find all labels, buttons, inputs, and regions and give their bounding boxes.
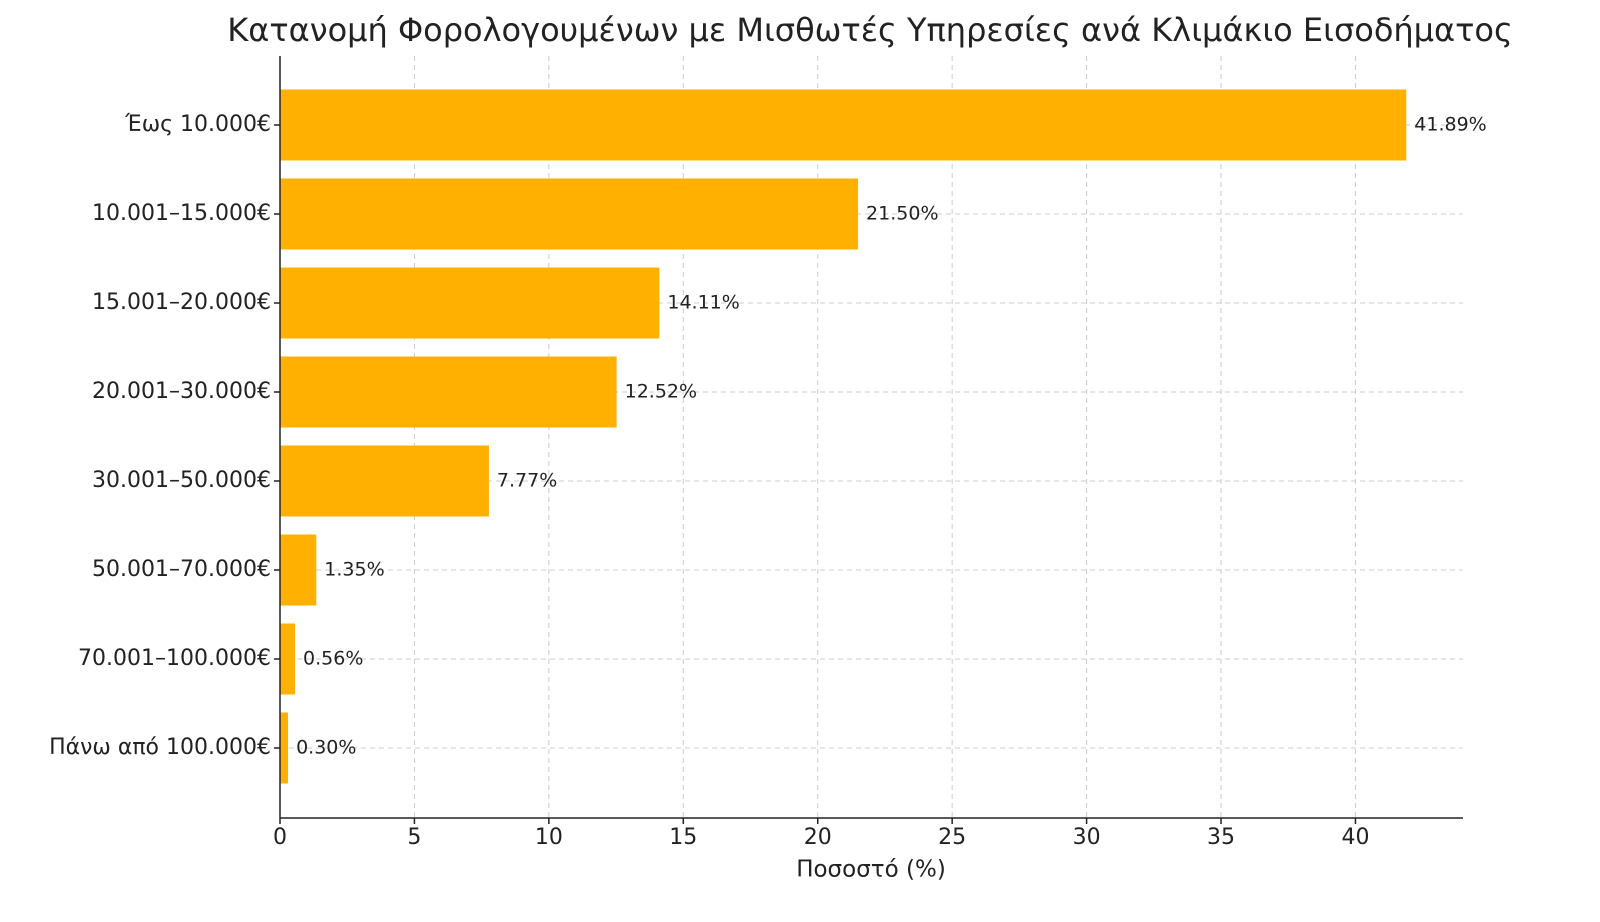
x-tick-label: 20 [804,825,832,850]
y-tick-label: Πάνω από 100.000€ [49,735,271,760]
bar [280,534,317,606]
value-label: 21.50% [866,203,938,225]
y-tick-label: 70.001–100.000€ [78,646,271,671]
value-label: 14.11% [667,292,739,314]
y-tick-label: 20.001–30.000€ [92,379,271,404]
value-label: 0.30% [296,737,356,759]
y-tick-label: 10.001–15.000€ [92,201,271,226]
value-label: 1.35% [324,559,384,581]
x-tick-label: 0 [273,825,287,850]
bar [280,89,1407,161]
x-tick-label: 35 [1207,825,1235,850]
value-label: 41.89% [1414,114,1486,136]
bar [280,712,289,784]
x-tick-label: 15 [669,825,697,850]
x-tick-label: 10 [535,825,563,850]
bar [280,178,859,250]
value-label: 0.56% [303,648,363,670]
x-tick-label: 25 [938,825,966,850]
bar [280,267,660,339]
x-tick-label: 30 [1073,825,1101,850]
y-tick-label: 30.001–50.000€ [92,468,271,493]
bar [280,356,617,428]
y-tick-label: Έως 10.000€ [124,112,271,137]
x-tick-label: 40 [1341,825,1369,850]
y-tick-label: 15.001–20.000€ [92,290,271,315]
bar [280,623,296,695]
bar [280,445,489,517]
chart-title: Κατανομή Φορολογουμένων με Μισθωτές Υπηρ… [227,11,1513,49]
value-label: 12.52% [625,381,697,403]
x-axis-label: Ποσοστό (%) [796,857,946,883]
y-tick-label: 50.001–70.000€ [92,557,271,582]
x-tick-label: 5 [407,825,421,850]
value-label: 7.77% [497,470,557,492]
